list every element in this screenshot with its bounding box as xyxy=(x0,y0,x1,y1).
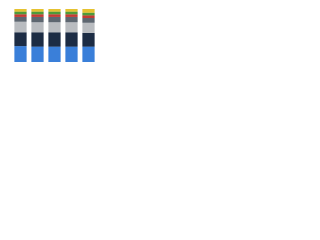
bar-segment xyxy=(31,9,44,12)
bar-segment xyxy=(82,15,95,19)
bar-segment xyxy=(14,11,27,15)
bar-segment xyxy=(65,14,78,17)
bar-segment xyxy=(65,32,78,47)
bar-segment xyxy=(31,46,44,62)
bar-segment xyxy=(14,14,27,17)
bar-segment xyxy=(65,16,78,23)
bar-segment xyxy=(14,16,27,22)
bar-segment xyxy=(31,16,44,23)
bar-segment xyxy=(82,46,95,62)
bar-segment xyxy=(48,46,61,62)
bar-segment xyxy=(65,11,78,15)
bar-segment xyxy=(65,46,78,62)
bar-segment xyxy=(14,9,27,12)
bar-segment xyxy=(48,22,61,33)
chart xyxy=(14,9,95,62)
bar-segment xyxy=(31,32,44,47)
bar-segment xyxy=(31,22,44,33)
bar-segment xyxy=(48,32,61,47)
bar-segment xyxy=(82,18,95,23)
bar-segment xyxy=(31,14,44,17)
bar-segment xyxy=(48,11,61,15)
bar-segment xyxy=(82,22,95,33)
bar-segment xyxy=(65,9,78,12)
bar-segment xyxy=(65,22,78,33)
bar-segment xyxy=(14,32,27,47)
bar-segment xyxy=(82,12,95,16)
bar-segment xyxy=(48,16,61,23)
bar-segment xyxy=(14,46,27,62)
bar-segment xyxy=(14,21,27,33)
page: {"chart_data": {"type": "stacked-bar", "… xyxy=(0,0,100,71)
bar-segment xyxy=(82,32,95,47)
bar-segment xyxy=(48,14,61,17)
bar-segment xyxy=(82,9,95,13)
bar-segment xyxy=(48,9,61,12)
bar-segment xyxy=(31,11,44,15)
